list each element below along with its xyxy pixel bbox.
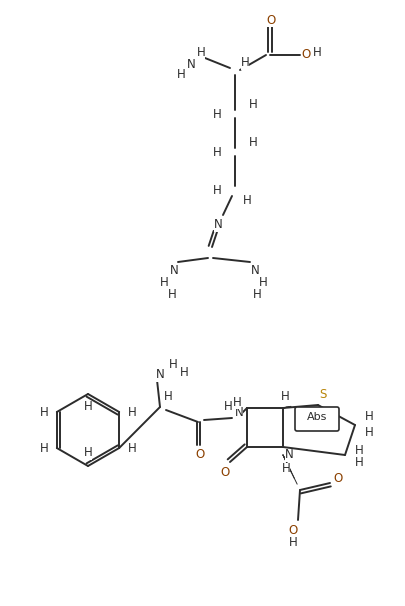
Text: H: H bbox=[313, 45, 322, 59]
Text: O: O bbox=[333, 471, 343, 485]
Text: H: H bbox=[253, 288, 261, 302]
Text: H: H bbox=[281, 390, 290, 402]
Text: H: H bbox=[364, 410, 373, 424]
Text: H: H bbox=[213, 108, 222, 121]
Text: H: H bbox=[180, 367, 188, 379]
Text: N: N bbox=[170, 264, 178, 278]
Text: H: H bbox=[39, 442, 48, 454]
Text: Abs: Abs bbox=[307, 412, 327, 422]
Text: O: O bbox=[220, 467, 230, 479]
Text: H: H bbox=[232, 396, 241, 408]
Text: H: H bbox=[128, 442, 136, 454]
Text: H: H bbox=[128, 405, 136, 419]
Text: N: N bbox=[213, 219, 222, 231]
Text: N: N bbox=[156, 368, 164, 382]
Text: O: O bbox=[288, 525, 298, 538]
Text: N: N bbox=[187, 58, 195, 70]
Text: H: H bbox=[355, 456, 363, 470]
Text: N: N bbox=[251, 264, 259, 278]
Text: S: S bbox=[319, 388, 327, 402]
Text: H: H bbox=[241, 56, 249, 70]
Text: O: O bbox=[301, 48, 311, 61]
Text: O: O bbox=[195, 448, 205, 462]
Text: H: H bbox=[259, 276, 267, 290]
Text: H: H bbox=[177, 68, 185, 81]
Text: H: H bbox=[168, 359, 177, 371]
Text: H: H bbox=[243, 195, 252, 207]
Text: H: H bbox=[355, 444, 363, 456]
Text: H: H bbox=[249, 99, 257, 112]
Text: H: H bbox=[83, 401, 92, 413]
Text: H: H bbox=[249, 136, 257, 150]
Text: H: H bbox=[364, 427, 373, 439]
Text: H: H bbox=[213, 147, 222, 159]
Text: H: H bbox=[213, 184, 222, 198]
Text: H: H bbox=[164, 390, 173, 404]
Text: H: H bbox=[281, 462, 290, 476]
Text: H: H bbox=[224, 399, 232, 413]
Text: O: O bbox=[266, 13, 276, 27]
Text: H: H bbox=[83, 447, 92, 459]
FancyBboxPatch shape bbox=[295, 407, 339, 431]
Text: N: N bbox=[285, 448, 293, 462]
Text: H: H bbox=[168, 288, 176, 302]
Text: H: H bbox=[39, 405, 48, 419]
Text: H: H bbox=[289, 536, 297, 550]
Text: H: H bbox=[160, 276, 168, 290]
Text: H: H bbox=[196, 47, 205, 59]
Text: N: N bbox=[234, 407, 243, 419]
